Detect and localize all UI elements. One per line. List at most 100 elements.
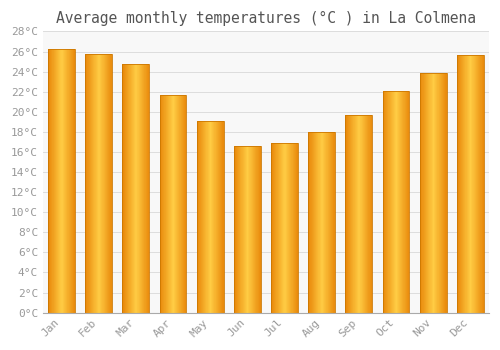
Bar [179,95,180,313]
Bar [223,121,224,313]
Bar [244,146,245,313]
Bar [388,91,389,313]
Bar [358,115,359,313]
Bar [420,73,446,313]
Bar [219,121,220,313]
Bar [293,143,294,313]
Bar [253,146,254,313]
Bar [333,132,334,313]
Bar [92,54,93,313]
Bar [111,54,112,313]
Bar [396,91,397,313]
Bar [86,54,87,313]
Bar [246,146,247,313]
Bar [329,132,330,313]
Bar [101,54,102,313]
Bar [403,91,404,313]
Bar [125,64,126,313]
Bar [466,55,467,313]
Bar [316,132,317,313]
Bar [271,143,298,313]
Bar [353,115,354,313]
Bar [352,115,353,313]
Bar [322,132,324,313]
Bar [220,121,221,313]
Bar [409,91,410,313]
Bar [334,132,335,313]
Bar [328,132,329,313]
Bar [214,121,215,313]
Bar [389,91,390,313]
Bar [472,55,473,313]
Bar [48,49,75,313]
Bar [294,143,295,313]
Bar [469,55,470,313]
Bar [178,95,179,313]
Bar [320,132,321,313]
Bar [200,121,201,313]
Bar [436,73,437,313]
Bar [160,95,162,313]
Bar [62,49,63,313]
Bar [470,55,471,313]
Bar [429,73,430,313]
Bar [386,91,387,313]
Bar [317,132,318,313]
Bar [402,91,403,313]
Bar [199,121,200,313]
Bar [67,49,68,313]
Bar [471,55,472,313]
Bar [203,121,204,313]
Bar [243,146,244,313]
Bar [169,95,170,313]
Bar [110,54,111,313]
Bar [130,64,131,313]
Bar [313,132,314,313]
Bar [104,54,105,313]
Bar [166,95,167,313]
Bar [48,49,49,313]
Bar [123,64,124,313]
Bar [332,132,333,313]
Bar [52,49,53,313]
Bar [209,121,210,313]
Bar [308,132,309,313]
Bar [315,132,316,313]
Bar [174,95,175,313]
Bar [474,55,475,313]
Bar [96,54,97,313]
Bar [138,64,139,313]
Bar [88,54,89,313]
Bar [71,49,72,313]
Bar [442,73,443,313]
Bar [58,49,59,313]
Bar [235,146,236,313]
Bar [398,91,399,313]
Bar [177,95,178,313]
Bar [473,55,474,313]
Bar [60,49,61,313]
Bar [102,54,103,313]
Bar [197,121,198,313]
Bar [68,49,69,313]
Bar [424,73,425,313]
Bar [438,73,439,313]
Bar [308,132,335,313]
Bar [90,54,91,313]
Bar [326,132,327,313]
Bar [185,95,186,313]
Bar [274,143,275,313]
Bar [282,143,283,313]
Bar [460,55,461,313]
Bar [364,115,366,313]
Bar [361,115,362,313]
Bar [325,132,326,313]
Bar [363,115,364,313]
Bar [175,95,176,313]
Bar [94,54,95,313]
Bar [221,121,222,313]
Bar [479,55,480,313]
Bar [74,49,75,313]
Bar [440,73,441,313]
Bar [431,73,432,313]
